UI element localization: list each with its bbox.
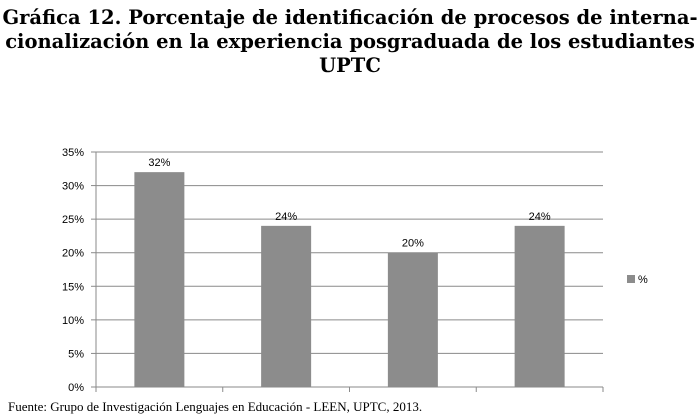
legend: % [627,274,648,286]
data-label: 24% [529,211,551,223]
y-tick-label: 30% [62,181,84,193]
title-line-3: UPTC [319,54,381,77]
y-tick-label: 35% [62,147,84,159]
source-note: Fuente: Grupo de Investigación Lenguajes… [8,399,423,414]
y-tick-label: 15% [62,281,84,293]
chart-title: Gráfica 12. Porcentaje de identificación… [0,6,700,78]
y-tick-label: 0% [68,382,84,394]
y-tick-label: 5% [68,348,84,360]
y-axis-ticks: 0% 5% 10% 15% 20% 25% 30% 35% [62,147,96,394]
bar [514,225,565,387]
y-tick-label: 10% [62,315,84,327]
axes [95,152,604,392]
title-line-2: cionalización en la experiencia posgradu… [5,30,695,53]
bar [261,225,312,387]
y-tick-label: 25% [62,214,84,226]
bar [387,252,438,387]
data-label: 20% [402,238,424,250]
legend-label: % [638,274,648,286]
data-label: 24% [275,211,297,223]
bar [134,172,185,387]
legend-swatch [627,275,635,283]
data-label: 32% [148,157,170,169]
title-line-1: Gráfica 12. Porcentaje de identificación… [2,6,698,29]
bars [134,172,565,387]
y-tick-label: 20% [62,248,84,260]
data-labels: 32% 24% 20% 24% [148,157,550,250]
